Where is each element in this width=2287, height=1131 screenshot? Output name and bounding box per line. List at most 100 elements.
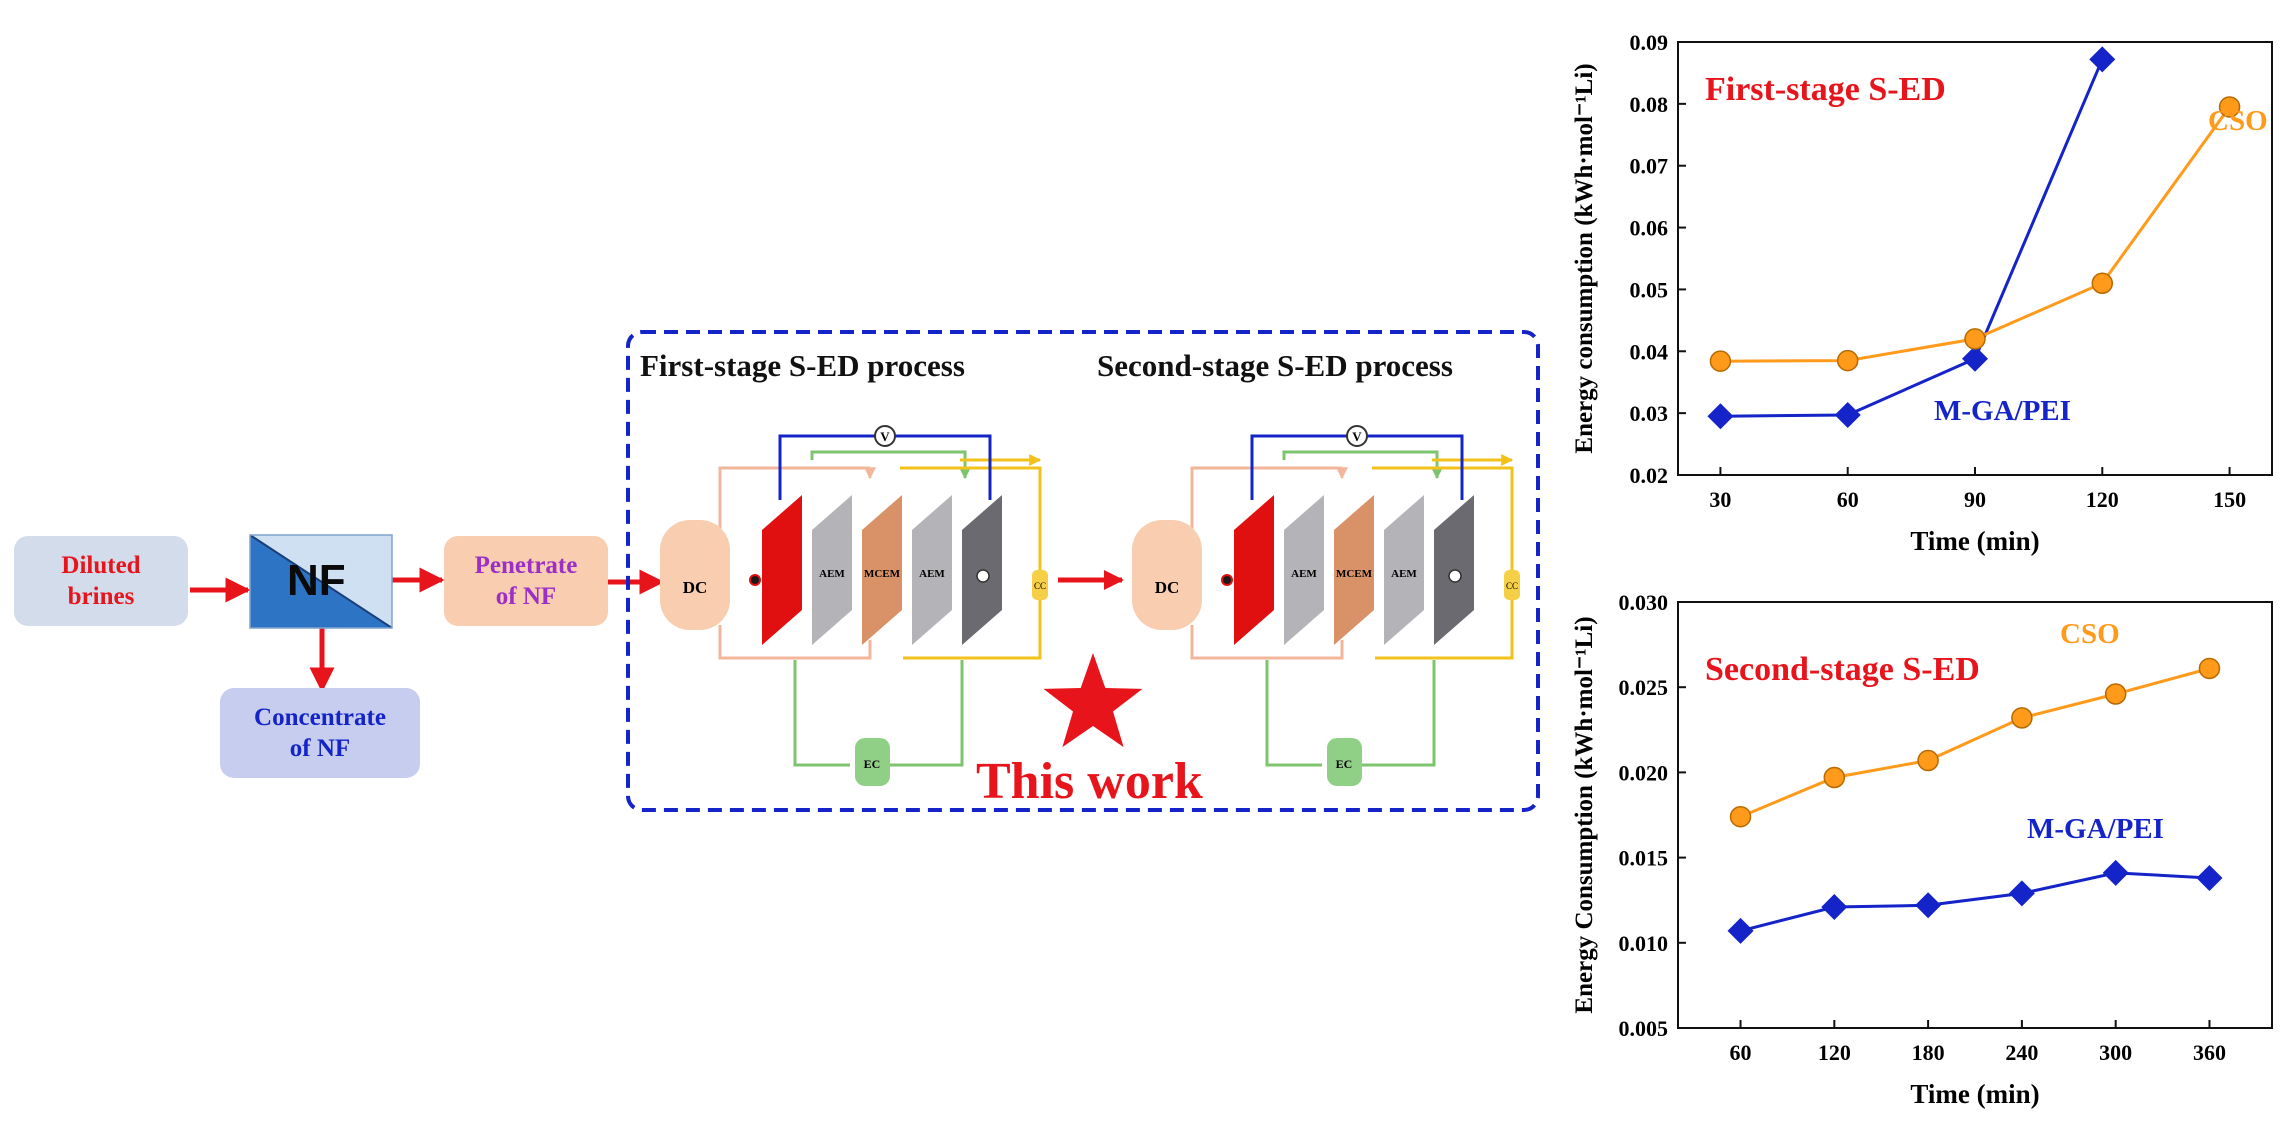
data-point-circle <box>1836 349 1859 372</box>
nf-label: NF <box>287 556 346 605</box>
series-line-cso <box>1739 667 2210 819</box>
series-line-m-ga-pei <box>1740 871 2210 933</box>
x-axis-label: Time (min) <box>1910 526 2039 556</box>
y-tick-label: 0.04 <box>1630 339 1669 364</box>
aem-membrane-2-label: AEM <box>1391 568 1417 580</box>
annotation-first-stage: First-stage S-ED <box>1705 71 1946 108</box>
y-tick-label: 0.005 <box>1619 1016 1669 1041</box>
cathode-terminal <box>976 569 990 583</box>
data-point-circle <box>1964 328 1986 350</box>
x-tick-label: 150 <box>2213 487 2246 512</box>
data-point-circle <box>1917 749 1939 772</box>
dc-loop-top <box>1190 466 1342 555</box>
voltmeter-label: V <box>1352 429 1362 444</box>
mcem-membrane <box>862 495 902 645</box>
data-point-circle <box>2011 707 2033 729</box>
aem-membrane-2-label: AEM <box>919 568 945 580</box>
penetrate-box: Penetrate of NF <box>444 536 608 626</box>
data-point-diamond <box>1707 403 1734 430</box>
stage-stack-2: V DC EC CC AEM MCEM AEM <box>1132 425 1520 786</box>
y-tick-label: 0.015 <box>1619 846 1669 871</box>
data-point-diamond <box>1834 401 1861 428</box>
ec-loop-top <box>1282 450 1443 480</box>
data-point-circle <box>2091 272 2114 294</box>
second-stage-title: Second-stage S-ED process <box>1097 348 1453 383</box>
cathode-terminal <box>1448 569 1462 583</box>
y-tick-label: 0.09 <box>1630 30 1669 55</box>
data-point-circle <box>1709 350 1732 372</box>
aem-membrane-2 <box>912 495 952 645</box>
this-work-label: This work <box>976 753 1203 810</box>
aem-membrane-1 <box>1284 495 1324 645</box>
x-tick-label: 300 <box>2099 1040 2132 1065</box>
data-point-diamond <box>2196 865 2223 892</box>
aem-membrane-1 <box>812 495 852 645</box>
x-tick-label: 60 <box>1730 1040 1752 1065</box>
concentrate-box: Concentrate of NF <box>220 688 420 778</box>
x-tick-label: 180 <box>1912 1040 1945 1065</box>
data-point-diamond <box>1962 345 1988 372</box>
cc-tank <box>1504 570 1520 600</box>
data-point-diamond <box>2089 46 2116 73</box>
ec-loop-left <box>1265 660 1322 767</box>
dc-loop-bottom <box>718 625 872 660</box>
x-tick-label: 360 <box>2193 1040 2226 1065</box>
cc-loop <box>900 466 1042 660</box>
series-label-cso: CSO <box>2208 105 2268 137</box>
cc-label: CC <box>1034 581 1046 591</box>
y-tick-label: 0.030 <box>1619 590 1669 615</box>
ec-loop-right <box>890 660 964 767</box>
data-point-circle <box>1729 805 1752 828</box>
dc-label: DC <box>683 578 708 597</box>
ec-loop-top <box>810 450 971 480</box>
dashed-process-frame <box>626 330 1540 812</box>
voltmeter-icon <box>874 425 896 447</box>
chart-second-stage: 0.005 0.010 0.015 0.020 0.025 0.030 60 120 180 24… <box>1571 590 2273 1109</box>
y-tick-label: 0.02 <box>1630 463 1669 488</box>
aem-membrane-1-label: AEM <box>1291 568 1317 580</box>
aem-membrane-2 <box>1384 495 1424 645</box>
cc-tank <box>1032 570 1048 600</box>
annotation-second-stage: Second-stage S-ED <box>1705 651 1980 688</box>
nf-unit <box>249 534 393 629</box>
ec-label: EC <box>864 757 881 771</box>
ec-tank <box>1327 738 1362 786</box>
voltmeter-icon <box>1346 425 1368 447</box>
mcem-membrane <box>1334 495 1374 645</box>
data-point-diamond <box>1727 917 1754 944</box>
y-tick-label: 0.07 <box>1630 154 1669 179</box>
y-tick-label: 0.06 <box>1630 216 1669 241</box>
x-axis-label: Time (min) <box>1910 1079 2039 1109</box>
data-point-diamond <box>2008 880 2035 907</box>
ec-loop-right <box>1362 660 1436 767</box>
stage-stack-1: V DC EC CC AEM MCEM AEM <box>660 425 1048 786</box>
data-point-diamond <box>2102 859 2129 886</box>
y-tick-label: 0.03 <box>1630 401 1669 426</box>
x-tick-label: 120 <box>2086 487 2119 512</box>
anode-terminal <box>749 574 761 586</box>
series-label-mga-pei: M-GA/PEI <box>1934 395 2071 427</box>
dc-tank <box>660 520 730 630</box>
y-tick-label: 0.020 <box>1619 760 1669 785</box>
dc-tank <box>1132 520 1202 630</box>
mcem-membrane-label: MCEM <box>1336 568 1373 580</box>
y-axis-label: Energy consumption (kWh·mol⁻¹Li) <box>1571 63 1598 453</box>
first-stage-title: First-stage S-ED process <box>640 348 965 383</box>
ec-tank <box>855 738 890 786</box>
chart-first-stage: 0.02 0.03 0.04 0.05 0.06 0.07 0.08 0.09 30 60 90 12… <box>1571 30 2273 556</box>
data-point-circle <box>1823 766 1846 789</box>
dc-loop-top <box>718 466 870 555</box>
dc-label: DC <box>1155 578 1180 597</box>
data-point-diamond <box>1915 892 1942 919</box>
voltmeter-label: V <box>880 429 890 444</box>
anode-plate <box>1234 495 1274 645</box>
series-label-mga-pei: M-GA/PEI <box>2027 813 2164 845</box>
y-axis-label: Energy Consumption (kWh·mol⁻¹Li) <box>1571 616 1598 1013</box>
data-point-circle <box>2198 657 2221 680</box>
x-tick-label: 120 <box>1818 1040 1851 1065</box>
series-label-cso: CSO <box>2060 618 2120 650</box>
cc-loop <box>1372 466 1514 660</box>
series-line-cso <box>1720 106 2231 363</box>
